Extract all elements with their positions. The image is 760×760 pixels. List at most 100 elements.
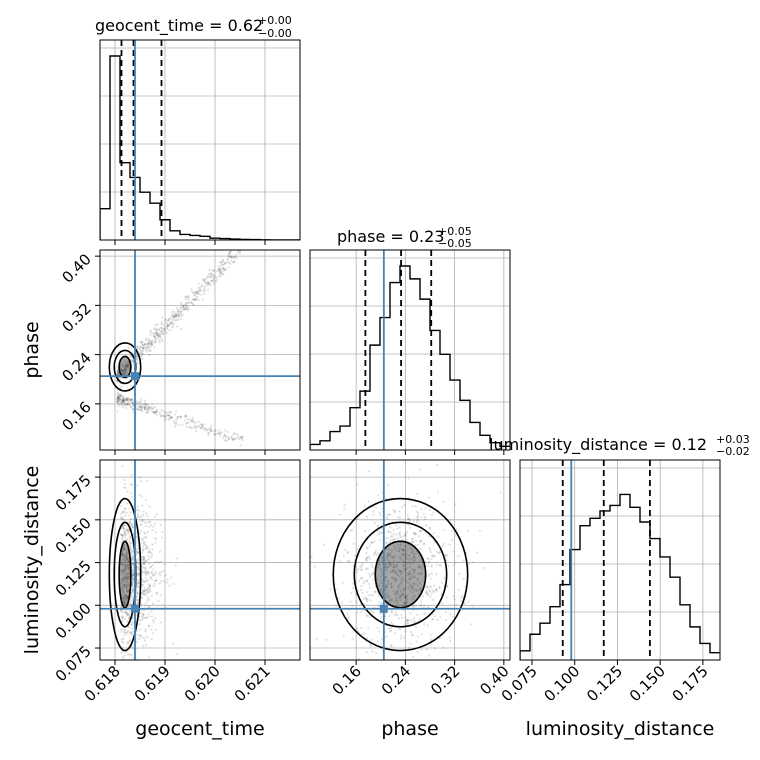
sample-point bbox=[150, 342, 153, 346]
sample-point bbox=[227, 254, 230, 258]
sample-point bbox=[130, 523, 134, 526]
sample-point bbox=[123, 532, 126, 535]
sample-point bbox=[177, 415, 180, 419]
sample-point bbox=[412, 568, 415, 572]
sample-point bbox=[119, 393, 122, 396]
sample-point bbox=[365, 636, 369, 640]
sample-point bbox=[413, 568, 416, 571]
sample-point bbox=[462, 559, 465, 562]
sample-point bbox=[384, 576, 387, 580]
sample-point bbox=[120, 516, 123, 519]
sample-point bbox=[159, 415, 162, 418]
sample-point bbox=[236, 437, 239, 440]
sample-point bbox=[144, 347, 148, 350]
sample-point bbox=[127, 346, 130, 350]
sample-point bbox=[419, 600, 423, 603]
sample-point bbox=[171, 326, 174, 329]
sample-point bbox=[219, 431, 222, 434]
sample-point bbox=[118, 398, 121, 401]
sample-point bbox=[380, 556, 383, 560]
sample-point bbox=[123, 601, 126, 604]
sample-point bbox=[389, 582, 392, 585]
sample-point bbox=[368, 544, 371, 547]
sample-point bbox=[148, 340, 151, 343]
sample-point bbox=[391, 577, 394, 580]
sample-point bbox=[190, 426, 193, 430]
sample-point bbox=[149, 566, 152, 569]
sample-point bbox=[162, 332, 165, 335]
panel-frame bbox=[99, 459, 301, 661]
sample-point bbox=[144, 512, 148, 515]
sample-point bbox=[397, 583, 401, 586]
sample-point bbox=[124, 568, 127, 572]
sample-point bbox=[401, 549, 404, 552]
sample-point bbox=[124, 585, 127, 588]
sample-point bbox=[162, 324, 165, 327]
sample-point bbox=[402, 553, 405, 556]
sample-point bbox=[398, 516, 402, 519]
sample-point bbox=[386, 580, 389, 583]
sample-point bbox=[241, 244, 243, 246]
sample-point bbox=[442, 543, 445, 546]
sample-point bbox=[369, 575, 372, 578]
sample-point bbox=[123, 403, 126, 406]
sample-point bbox=[227, 437, 231, 440]
sample-point bbox=[126, 632, 129, 635]
sample-point bbox=[400, 572, 403, 575]
sample-point bbox=[207, 434, 210, 437]
sample-point bbox=[136, 508, 139, 511]
sample-point bbox=[233, 437, 236, 440]
sample-point bbox=[378, 666, 380, 668]
sample-point bbox=[416, 572, 420, 575]
sample-point bbox=[409, 642, 412, 645]
sample-point bbox=[231, 438, 234, 441]
sample-point bbox=[429, 595, 432, 598]
sample-point bbox=[386, 590, 389, 594]
sample-point bbox=[168, 414, 171, 417]
sample-point bbox=[121, 611, 124, 614]
sample-point bbox=[403, 588, 406, 591]
sample-point bbox=[391, 568, 394, 572]
sample-point bbox=[175, 421, 178, 424]
sample-point bbox=[131, 554, 134, 558]
sample-point bbox=[364, 596, 368, 599]
sample-point bbox=[122, 628, 125, 631]
sample-point bbox=[416, 613, 419, 616]
sample-point bbox=[445, 555, 448, 558]
sample-point bbox=[172, 322, 176, 325]
sample-point bbox=[399, 544, 402, 547]
sample-point bbox=[124, 532, 128, 536]
sample-point bbox=[142, 609, 145, 612]
sample-point bbox=[116, 400, 120, 403]
sample-point bbox=[192, 293, 196, 297]
sample-point bbox=[410, 619, 413, 622]
sample-point bbox=[163, 328, 166, 331]
sample-point bbox=[171, 325, 175, 328]
sample-point bbox=[141, 537, 145, 540]
sample-point bbox=[416, 635, 419, 638]
sample-point bbox=[403, 503, 406, 506]
sample-point bbox=[121, 517, 124, 520]
sample-point bbox=[389, 554, 392, 557]
sample-point bbox=[128, 507, 131, 510]
sample-point bbox=[388, 541, 392, 544]
sample-point bbox=[126, 564, 129, 567]
sample-point bbox=[404, 532, 407, 535]
contour-level bbox=[108, 342, 142, 392]
sample-point bbox=[197, 282, 200, 285]
sample-point bbox=[209, 429, 213, 433]
sample-point bbox=[149, 551, 152, 554]
sample-point bbox=[152, 332, 156, 335]
sample-point bbox=[119, 533, 123, 536]
sample-point bbox=[135, 346, 138, 349]
sample-point bbox=[131, 589, 134, 592]
sample-point bbox=[176, 417, 179, 420]
sample-point bbox=[379, 588, 382, 591]
sample-point bbox=[172, 315, 176, 318]
sample-point bbox=[126, 614, 129, 617]
sample-point bbox=[362, 582, 365, 585]
sample-point bbox=[400, 577, 403, 580]
sample-point bbox=[441, 646, 445, 649]
sample-point bbox=[128, 398, 131, 401]
sample-point bbox=[218, 274, 221, 277]
